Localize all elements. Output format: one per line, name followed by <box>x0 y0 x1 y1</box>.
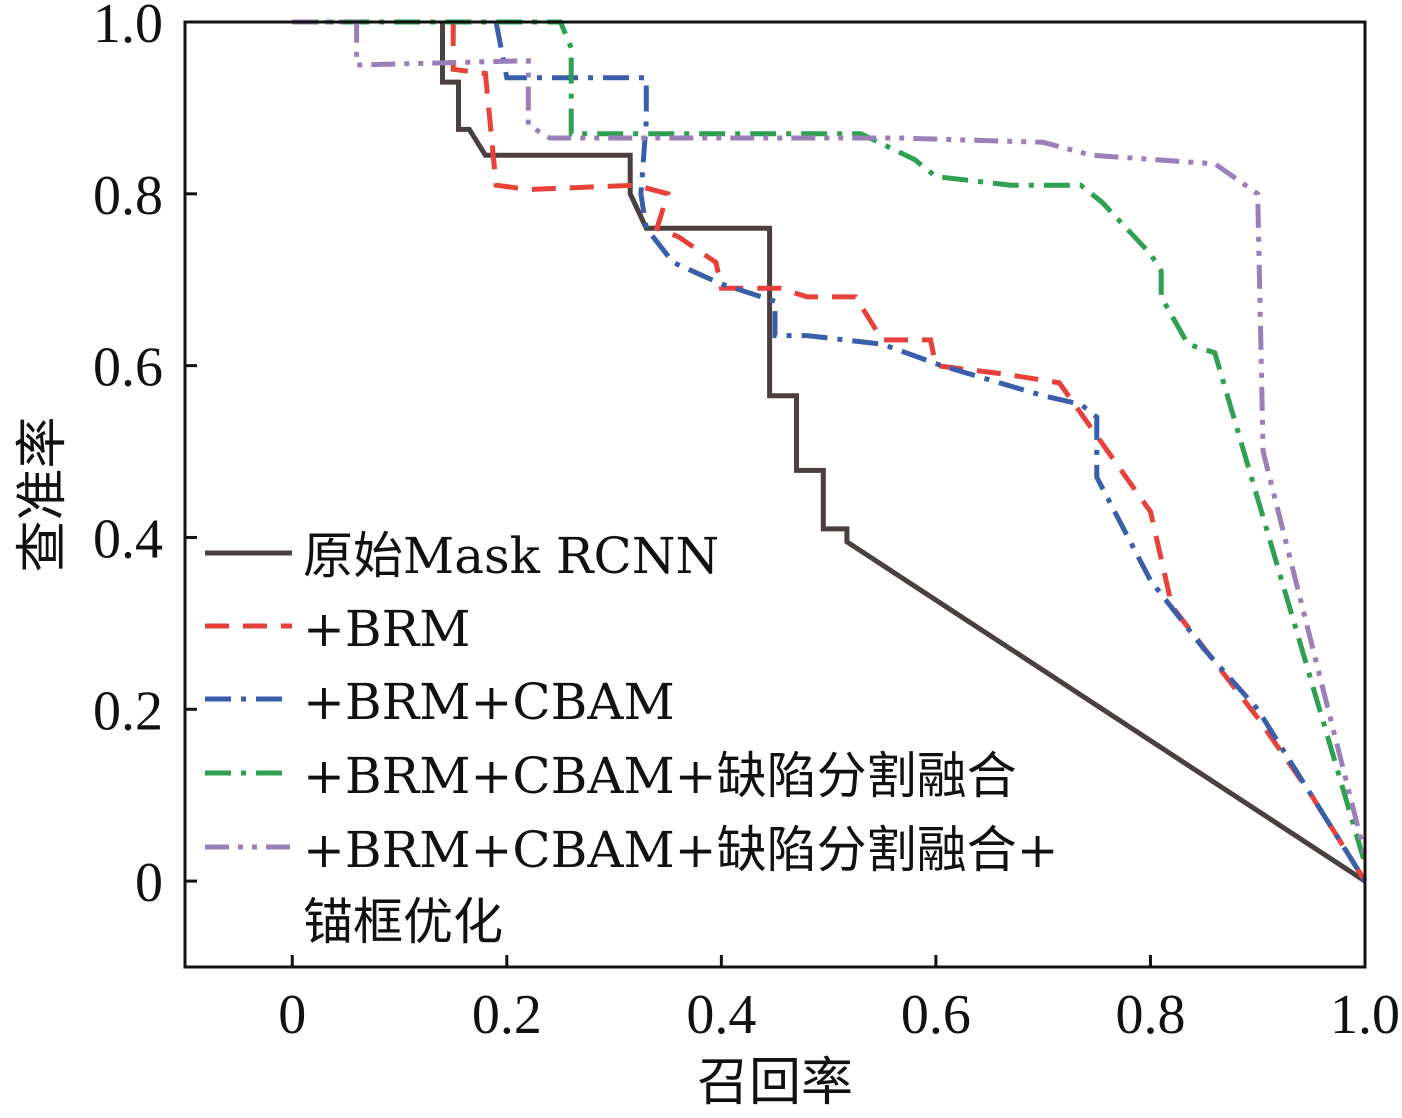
y-tick-label: 0.2 <box>93 680 163 742</box>
y-tick-label: 0 <box>135 852 163 914</box>
y-tick-label: 0.8 <box>93 165 163 227</box>
x-tick-label: 0.2 <box>472 984 542 1046</box>
series-line-4 <box>292 19 1368 865</box>
ticks-layer: 0 0.2 0.4 0.6 0.8 1.0 0 0.2 0.4 0.6 0.8 1.0 <box>93 0 1400 1046</box>
series-layer <box>292 19 1368 884</box>
legend-label-4: +BRM+CBAM+缺陷分割融合 <box>303 747 1017 805</box>
legend-label-2: +BRM <box>303 600 470 658</box>
legend: 原始Mask RCNN +BRM +BRM+CBAM +BRM+CBAM+缺陷分割融合… <box>205 527 1058 951</box>
plot-frame <box>183 20 1367 969</box>
y-tick-label: 1.0 <box>93 0 163 55</box>
legend-label-5: 锚框优化 <box>303 893 503 951</box>
series-line-5 <box>292 19 1368 856</box>
x-tick-label: 0.8 <box>1115 984 1185 1046</box>
x-tick-label: 1.0 <box>1330 984 1400 1046</box>
y-tick-label: 0.4 <box>93 508 163 570</box>
x-tick-label: 0 <box>278 984 306 1046</box>
series-line-3 <box>493 21 1368 883</box>
series-line-1 <box>440 22 1367 884</box>
y-axis-title: 查准率 <box>13 416 73 572</box>
legend-label-1: 原始Mask RCNN <box>303 527 719 585</box>
y-tick-label: 0.6 <box>93 337 163 399</box>
legend-label-3: +BRM+CBAM <box>303 673 675 731</box>
legend-label-5: +BRM+CBAM+缺陷分割融合+ <box>303 821 1058 879</box>
x-axis-title: 召回率 <box>697 1053 853 1113</box>
x-tick-label: 0.4 <box>686 984 756 1046</box>
x-tick-label: 0.6 <box>901 984 971 1046</box>
